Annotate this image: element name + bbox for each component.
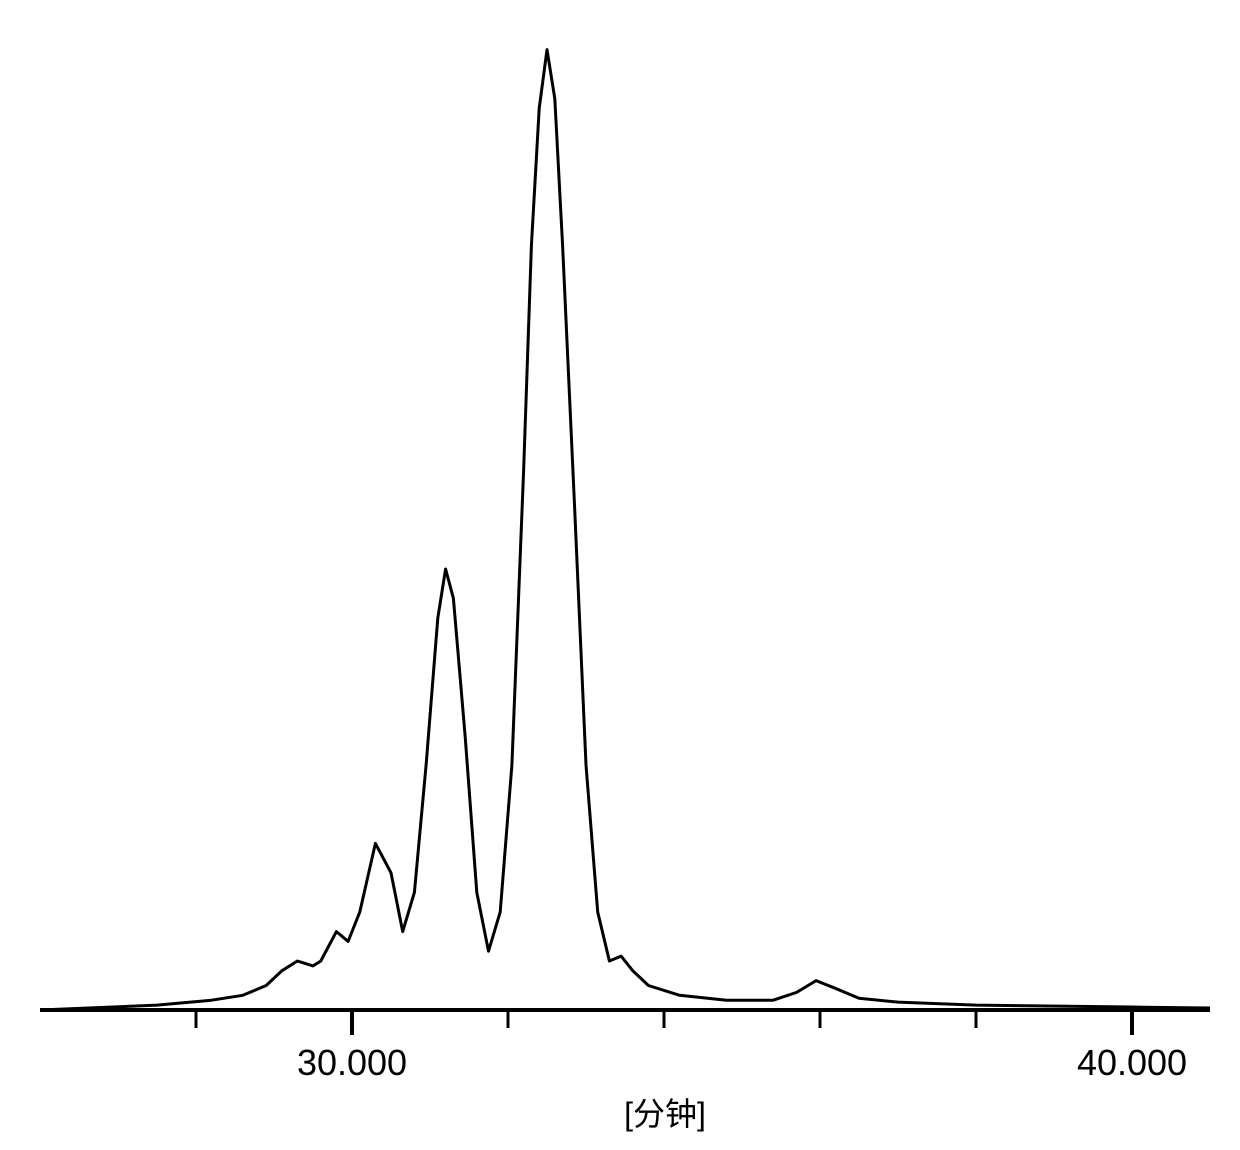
chromatogram-trace — [40, 50, 1210, 1010]
x-tick-label: 30.000 — [297, 1042, 407, 1083]
x-axis-label: [分钟] — [624, 1096, 706, 1132]
x-tick-label: 40.000 — [1077, 1042, 1187, 1083]
chromatogram-chart: 30.000 40.000 [分钟] — [0, 0, 1240, 1150]
chart-svg: 30.000 40.000 [分钟] — [0, 0, 1240, 1150]
